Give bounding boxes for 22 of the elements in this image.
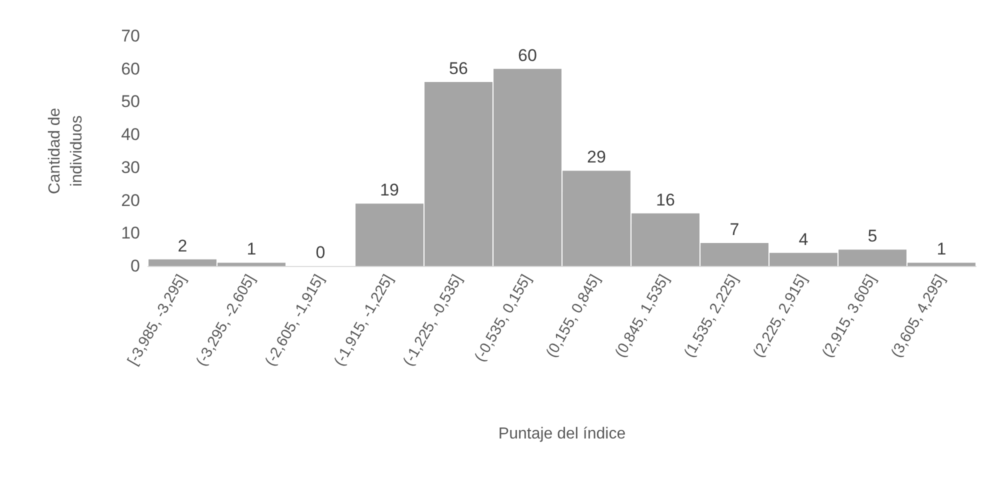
y-tick-label: 50 <box>121 92 140 112</box>
data-label: 1 <box>936 240 946 259</box>
x-axis-title: Puntaje del índice <box>498 426 626 442</box>
y-tick-label: 60 <box>121 59 140 78</box>
data-label: 4 <box>798 230 808 249</box>
y-tick-label: 40 <box>121 125 140 144</box>
y-tick-label: 10 <box>121 224 140 243</box>
data-label: 16 <box>656 190 675 210</box>
data-label: 56 <box>449 59 468 78</box>
y-axis-title: Cantidad de individuos <box>46 108 86 194</box>
data-label: 29 <box>587 148 606 167</box>
data-label: 7 <box>730 220 740 239</box>
y-tick-label: 30 <box>121 158 140 177</box>
data-label: 2 <box>178 236 188 256</box>
data-label: 0 <box>316 243 326 262</box>
y-tick-label: 70 <box>121 26 140 46</box>
data-label: 1 <box>246 240 256 259</box>
data-label: 19 <box>380 180 399 200</box>
data-label: 60 <box>518 46 537 65</box>
data-label: 5 <box>868 226 878 246</box>
y-tick-label: 20 <box>121 190 140 210</box>
y-tick-label: 0 <box>130 256 140 276</box>
